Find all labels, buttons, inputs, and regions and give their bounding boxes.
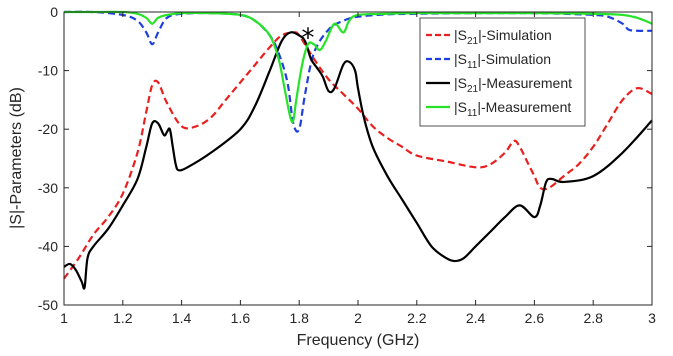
y-tick-label: -30: [38, 180, 58, 196]
x-tick-label: 3: [648, 310, 656, 326]
annotation-asterisk: *: [302, 24, 315, 54]
legend-label-3: |S11|-Measurement: [454, 99, 571, 119]
legend-sub: 21: [467, 84, 479, 95]
legend-sub: 11: [467, 60, 478, 71]
legend-label-1: |S11|-Simulation: [454, 51, 551, 71]
x-tick-label: 2.2: [407, 310, 427, 326]
x-tick-label: 1.6: [231, 310, 251, 326]
legend-suffix: |-Simulation: [478, 27, 552, 43]
legend-label-2: |S21|-Measurement: [454, 75, 572, 95]
legend-main: |S: [454, 51, 467, 67]
legend-main: |S: [454, 75, 467, 91]
legend-suffix: |-Measurement: [478, 75, 572, 91]
legend-main: |S: [454, 99, 467, 115]
series-layer: [63, 10, 653, 290]
series-line-0: [63, 31, 653, 280]
x-tick-label: 1.8: [289, 310, 309, 326]
x-tick-label: 2.6: [525, 310, 545, 326]
legend-label-0: |S21|-Simulation: [454, 27, 552, 47]
y-tick-label: -50: [38, 297, 58, 313]
ticks-layer: 1 1.2 1.4 1.6 1.8 2 2.2 2.4 2.6 2.8 3 0 -10 -20 -30 -40…: [38, 4, 656, 326]
legend-suffix: |-Simulation: [477, 51, 551, 67]
y-tick-label: -20: [38, 121, 58, 137]
legend: |S21|-Simulation|S11|-Simulation|S21|-Me…: [419, 17, 586, 127]
x-axis-title: Frequency (GHz): [297, 332, 420, 349]
y-tick-label: -40: [38, 238, 58, 254]
legend-main: |S: [454, 27, 467, 43]
legend-suffix: |-Measurement: [477, 99, 571, 115]
y-tick-label: 0: [50, 4, 58, 20]
series-line-2: [63, 31, 653, 290]
x-tick-label: 1: [60, 310, 68, 326]
y-tick-label: -10: [38, 63, 58, 79]
legend-sub: 11: [467, 108, 478, 119]
x-tick-label: 1.2: [113, 310, 133, 326]
x-tick-label: 1.4: [172, 310, 192, 326]
x-tick-label: 2.4: [466, 310, 486, 326]
x-tick-label: 2.8: [583, 310, 603, 326]
series-line-1: [63, 10, 653, 133]
series-line-3: [63, 10, 653, 124]
legend-sub: 21: [467, 36, 479, 47]
y-axis-title: |S|-Parameters (dB): [8, 87, 25, 229]
x-tick-label: 2: [354, 310, 362, 326]
